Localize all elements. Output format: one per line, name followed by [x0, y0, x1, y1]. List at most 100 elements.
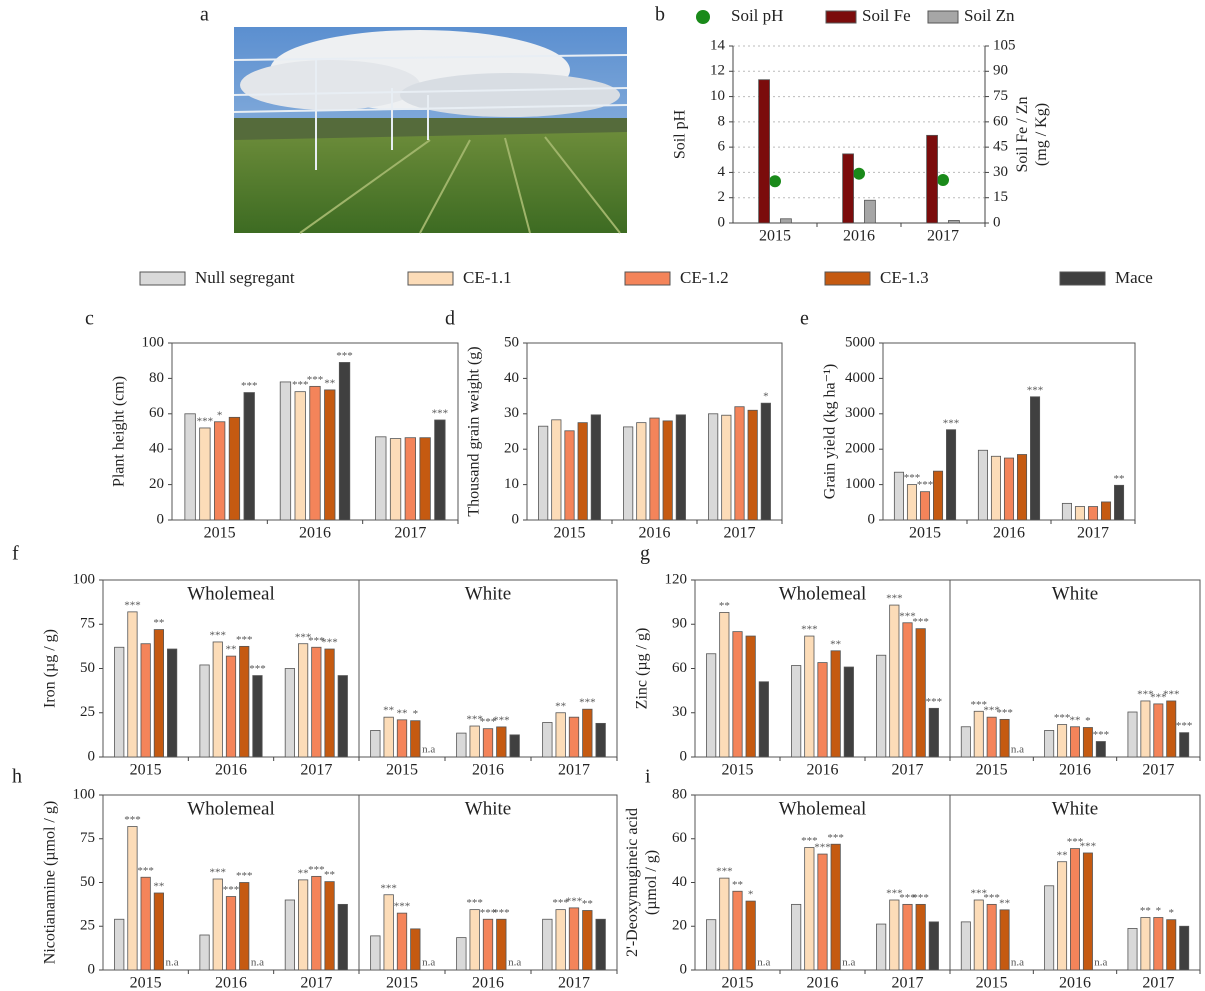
panel-title: Wholemeal: [187, 583, 275, 604]
y2-tick-label: 75: [993, 88, 1008, 104]
bar: [497, 727, 506, 757]
bar: [1000, 910, 1009, 970]
y-tick-label: 40: [672, 874, 687, 890]
x-tick-label: 2016: [807, 762, 839, 779]
significance-label: ***: [241, 380, 258, 392]
axis-label: Iron (µg / g): [42, 629, 59, 708]
axis-label: Soil pH: [672, 109, 689, 159]
bar: [831, 651, 840, 757]
bar: [141, 877, 150, 970]
x-tick-label: 2016: [807, 975, 839, 991]
x-tick-label: 2017: [724, 525, 756, 542]
significance-label: ***: [912, 616, 929, 628]
bar: [1083, 853, 1092, 970]
legend-swatch: [826, 11, 856, 23]
bar: [961, 727, 970, 757]
axis-label: Plant height (cm): [111, 376, 128, 487]
bar: [596, 723, 605, 757]
bar: [805, 636, 814, 757]
significance-label: ***: [210, 867, 227, 879]
x-tick-label: 2015: [204, 525, 236, 542]
significance-label: ***: [801, 624, 818, 636]
y-tick-label: 100: [73, 571, 96, 587]
x-tick-label: 2016: [472, 762, 504, 779]
plot-frame: [695, 580, 1200, 757]
x-tick-label: 2017: [927, 228, 959, 245]
bar: [722, 415, 731, 520]
significance-label: ***: [308, 864, 325, 876]
bar: [920, 492, 929, 520]
significance-label: ***: [886, 593, 903, 605]
bar: [1062, 503, 1071, 520]
significance-label: **: [1114, 473, 1125, 485]
significance-label: **: [582, 898, 593, 910]
bar: [1128, 712, 1137, 757]
bar: [578, 423, 587, 520]
bar: [650, 418, 659, 520]
bar: [185, 414, 195, 520]
photo: [234, 27, 627, 233]
bar: [397, 720, 406, 757]
legend-swatch: [625, 272, 670, 285]
bar: [240, 646, 249, 757]
bar: [339, 362, 349, 520]
bar: [1070, 849, 1079, 970]
bar: [843, 154, 854, 223]
y-tick-label: 8: [718, 113, 726, 129]
cloud: [400, 73, 620, 117]
bar: [676, 415, 685, 520]
significance-label: ***: [827, 832, 844, 844]
x-tick-label: 2017: [300, 762, 332, 779]
panel-label: c: [85, 308, 94, 330]
significance-label: n.a: [757, 957, 770, 969]
bar: [890, 900, 899, 970]
significance-label: **: [732, 879, 743, 891]
axis-label: (mg / Kg): [1033, 103, 1050, 166]
y-tick-label: 120: [665, 571, 688, 587]
panel-label: f: [12, 543, 19, 565]
bar: [961, 922, 970, 970]
y-tick-label: 10: [710, 88, 725, 104]
x-tick-label: 2016: [472, 975, 504, 991]
bar: [746, 901, 755, 970]
axis-label: Nicotianamine (µmol / g): [42, 801, 59, 964]
panel-label: e: [800, 308, 809, 330]
y-tick-label: 80: [672, 786, 687, 802]
bar: [376, 437, 386, 520]
significance-label: ***: [1093, 729, 1110, 741]
significance-label: ***: [912, 892, 929, 904]
y-tick-label: 100: [142, 334, 165, 350]
bar: [818, 854, 827, 970]
y2-tick-label: 0: [993, 214, 1001, 230]
y-tick-label: 50: [80, 660, 95, 676]
bar: [929, 708, 938, 757]
panel-label: b: [655, 4, 665, 26]
bar: [708, 414, 717, 520]
bar: [411, 721, 420, 757]
bar: [903, 904, 912, 970]
y-tick-label: 1000: [845, 476, 875, 492]
y-tick-label: 4: [718, 164, 726, 180]
significance-label: ***: [1080, 841, 1097, 853]
x-tick-label: 2016: [1059, 975, 1091, 991]
bar: [946, 430, 955, 520]
significance-label: ***: [249, 663, 266, 675]
bar: [1058, 725, 1067, 757]
panel-title: Wholemeal: [779, 583, 867, 604]
y2-tick-label: 30: [993, 164, 1008, 180]
legend-label: Soil pH: [731, 6, 783, 25]
significance-label: n.a: [842, 957, 855, 969]
bar: [397, 913, 406, 970]
bar: [637, 423, 646, 520]
significance-label: **: [383, 705, 394, 717]
bar: [497, 919, 506, 970]
significance-label: n.a: [422, 744, 435, 756]
bar: [1114, 485, 1123, 520]
bar: [1096, 742, 1105, 757]
significance-label: n.a: [1011, 744, 1024, 756]
y-tick-label: 0: [680, 748, 688, 764]
x-tick-label: 2015: [130, 762, 162, 779]
bar: [1075, 507, 1084, 520]
y-tick-label: 25: [80, 918, 95, 934]
x-tick-label: 2015: [722, 762, 754, 779]
